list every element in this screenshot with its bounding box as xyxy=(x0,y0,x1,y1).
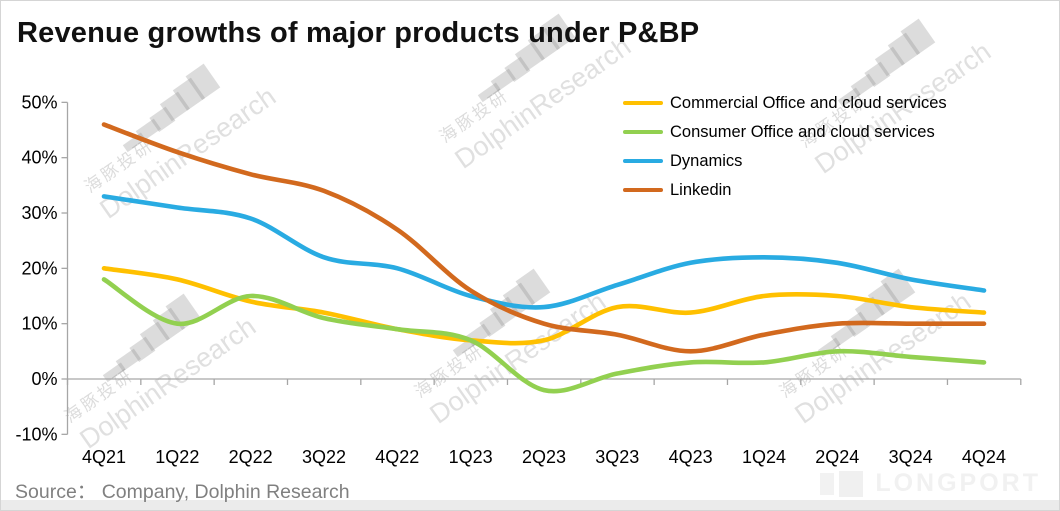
legend-item-consumer-office: Consumer Office and cloud services xyxy=(623,122,947,142)
legend-item-dynamics: Dynamics xyxy=(623,151,947,171)
legend-line-swatch xyxy=(623,187,663,193)
x-axis-label: 2Q22 xyxy=(229,447,273,467)
longport-logo-icon xyxy=(820,472,835,495)
legend-line-swatch xyxy=(623,129,663,135)
series-line-dynamics xyxy=(101,194,987,310)
source-note: Source： Company, Dolphin Research xyxy=(15,481,350,503)
y-axis-label: 0% xyxy=(31,369,57,389)
x-axis-label: 4Q22 xyxy=(375,447,419,467)
y-axis-label: 10% xyxy=(21,314,57,334)
x-axis-label: 4Q24 xyxy=(962,447,1006,467)
y-axis-label: 50% xyxy=(21,92,57,112)
x-axis-label: 2Q24 xyxy=(815,447,859,467)
y-axis-label: 30% xyxy=(21,203,57,223)
x-axis-label: 3Q24 xyxy=(889,447,933,467)
legend-item-linkedin: Linkedin xyxy=(623,180,947,200)
legend-label: Linkedin xyxy=(670,180,732,199)
longport-watermark: LONGPORT xyxy=(820,469,1041,498)
y-axis-label: 40% xyxy=(21,148,57,168)
series-line-consumer-office-and-cloud-services xyxy=(101,277,987,394)
x-axis-label: 1Q24 xyxy=(742,447,786,467)
chart-legend: Commercial Office and cloud services Con… xyxy=(623,93,947,209)
legend-label: Commercial Office and cloud services xyxy=(670,93,947,112)
x-axis-label: 1Q23 xyxy=(449,447,493,467)
x-axis-label: 4Q23 xyxy=(669,447,713,467)
x-axis-label: 3Q22 xyxy=(302,447,346,467)
window-bottom-strip xyxy=(1,500,1059,510)
y-axis-label: 20% xyxy=(21,258,57,278)
x-axis-label: 3Q23 xyxy=(595,447,639,467)
y-axis-label: -10% xyxy=(15,424,57,444)
legend-line-swatch xyxy=(623,158,663,164)
legend-label: Dynamics xyxy=(670,151,743,170)
longport-logo-icon xyxy=(839,470,864,497)
series-line-linkedin xyxy=(101,122,987,354)
legend-label: Consumer Office and cloud services xyxy=(670,122,935,141)
legend-item-commercial-office: Commercial Office and cloud services xyxy=(623,93,947,113)
x-axis-label: 4Q21 xyxy=(82,447,126,467)
longport-text: LONGPORT xyxy=(875,469,1041,497)
chart-title: Revenue growths of major products under … xyxy=(17,17,700,49)
legend-line-swatch xyxy=(623,100,663,106)
series-line-commercial-office-and-cloud-services xyxy=(101,266,987,346)
x-axis-label: 1Q22 xyxy=(155,447,199,467)
x-axis-label: 2Q23 xyxy=(522,447,566,467)
